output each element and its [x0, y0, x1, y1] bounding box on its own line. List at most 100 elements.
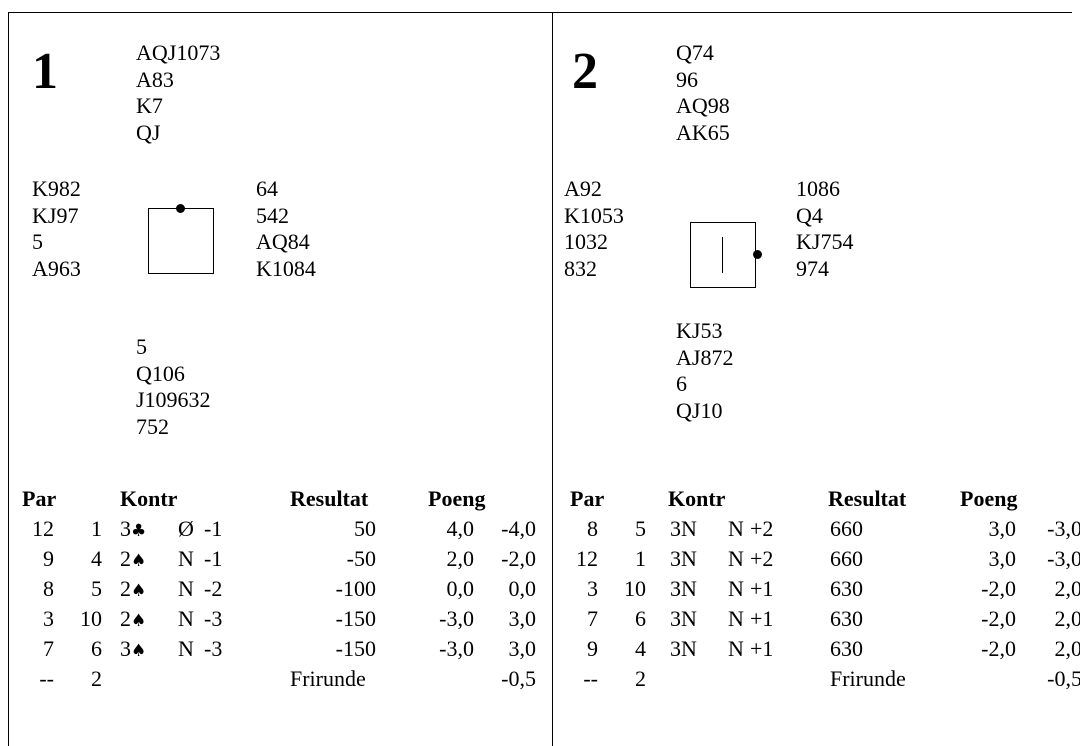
- board-number: 1: [32, 43, 58, 100]
- overtricks: -3: [204, 606, 223, 631]
- contract-level: 3N: [670, 636, 697, 661]
- east-hearts: 542: [256, 202, 289, 228]
- east-hand: 1086 Q4 KJ754 974: [796, 176, 853, 282]
- pair-ns: 3: [43, 606, 54, 631]
- score: 50: [354, 516, 376, 541]
- declarer: N: [178, 546, 194, 571]
- header-kontr: Kontr: [668, 486, 726, 511]
- board-2: 2 Q74 96 AQ98 AK65 A92 K1053 1032 832 10…: [552, 12, 1080, 746]
- south-hand: KJ53 AJ872 6 QJ10: [676, 318, 733, 424]
- points-ns: 0,0: [446, 576, 475, 601]
- table-row: 8 5 3N N +2 660 3,0 -3,0: [552, 514, 1080, 544]
- bye-points: -0,5: [501, 666, 536, 691]
- pair-ew: 1: [91, 516, 102, 541]
- north-hearts: A83: [136, 66, 174, 92]
- south-clubs: QJ10: [676, 397, 723, 423]
- bye-pair-ew: 2: [635, 666, 646, 691]
- east-clubs: 974: [796, 255, 829, 281]
- south-hand: 5 Q106 J109632 752: [136, 334, 211, 440]
- overtricks: -1: [204, 546, 223, 571]
- pair-ns: 8: [587, 516, 598, 541]
- contract-level: 2♠: [120, 544, 146, 576]
- north-hand: AQJ1073 A83 K7 QJ: [136, 40, 220, 146]
- pair-ew: 10: [624, 576, 646, 601]
- declarer: N: [728, 516, 744, 541]
- table-row: 8 5 2♠ N -2 -100 0,0 0,0: [8, 574, 548, 604]
- bye-row: -- 2 Frirunde -0,5: [8, 664, 548, 694]
- header-poeng: Poeng: [428, 486, 486, 511]
- south-spades: KJ53: [676, 318, 723, 343]
- overtricks: -3: [204, 636, 223, 661]
- points-ns: -3,0: [439, 636, 474, 661]
- header-poeng: Poeng: [960, 486, 1018, 511]
- pair-ns: 3: [587, 576, 598, 601]
- contract-level: 3N: [670, 576, 697, 601]
- score: 630: [830, 576, 863, 601]
- overtricks: +1: [750, 606, 774, 631]
- pair-ns: 9: [587, 636, 598, 661]
- east-diamonds: AQ84: [256, 229, 310, 254]
- pair-ns: 12: [32, 516, 54, 541]
- pair-ew: 4: [635, 636, 646, 661]
- contract-level-value: 2: [120, 606, 131, 631]
- south-spades: 5: [136, 334, 147, 359]
- spade-suit-icon: ♠: [131, 611, 147, 631]
- pair-ns: 7: [587, 606, 598, 631]
- score: 630: [830, 606, 863, 631]
- south-hearts: Q106: [136, 360, 185, 386]
- west-diamonds: 5: [32, 229, 43, 254]
- contract-level-value: 2: [120, 576, 131, 601]
- bye-pair-ew: 2: [91, 666, 102, 691]
- overtricks: +1: [750, 636, 774, 661]
- overtricks: +1: [750, 576, 774, 601]
- score: -150: [335, 606, 376, 631]
- header-par: Par: [570, 486, 605, 511]
- points-ns: 2,0: [446, 546, 475, 571]
- spade-suit-icon: ♠: [131, 581, 147, 601]
- declarer: N: [178, 606, 194, 631]
- table-row: 3 10 2♠ N -3 -150 -3,0 3,0: [8, 604, 548, 634]
- declarer: N: [178, 576, 194, 601]
- frame-left-border: [8, 12, 9, 746]
- bye-label: Frirunde: [830, 666, 906, 691]
- results-table: Par Kontr Resultat Poeng 8 5 3N N +2 660…: [552, 484, 1080, 694]
- spade-suit-icon: ♠: [131, 551, 147, 571]
- table-row: 12 1 3N N +2 660 3,0 -3,0: [552, 544, 1080, 574]
- east-hand: 64 542 AQ84 K1084: [256, 176, 316, 282]
- table-row: 7 6 3N N +1 630 -2,0 2,0: [552, 604, 1080, 634]
- points-ew: -4,0: [501, 516, 536, 541]
- points-ns: 3,0: [988, 546, 1017, 571]
- bye-row: -- 2 Frirunde -0,5: [552, 664, 1080, 694]
- bye-pair-ns: --: [583, 666, 598, 691]
- score: 630: [830, 636, 863, 661]
- results-table: Par Kontr Resultat Poeng 12 1 3♣ Ø -1 50…: [8, 484, 548, 694]
- west-spades: K982: [32, 176, 81, 201]
- header-kontr: Kontr: [120, 486, 178, 511]
- points-ew: 3,0: [508, 606, 537, 631]
- table-row: 3 10 3N N +1 630 -2,0 2,0: [552, 574, 1080, 604]
- west-spades: A92: [564, 176, 602, 201]
- west-hearts: K1053: [564, 202, 624, 228]
- west-hand: A92 K1053 1032 832: [564, 176, 624, 282]
- points-ns: 4,0: [446, 516, 475, 541]
- pair-ew: 6: [91, 636, 102, 661]
- header-par: Par: [22, 486, 57, 511]
- bye-points: -0,5: [1047, 666, 1080, 691]
- spade-suit-icon: ♠: [131, 641, 147, 661]
- header-resultat: Resultat: [290, 486, 369, 511]
- bye-label: Frirunde: [290, 666, 366, 691]
- score: 660: [830, 516, 863, 541]
- south-diamonds: J109632: [136, 387, 211, 412]
- south-diamonds: 6: [676, 371, 687, 396]
- points-ew: -3,0: [1047, 516, 1080, 541]
- points-ew: 2,0: [1054, 606, 1080, 631]
- pair-ew: 4: [91, 546, 102, 571]
- results-header: Par Kontr Resultat Poeng: [552, 484, 1080, 514]
- pair-ns: 12: [576, 546, 598, 571]
- contract-level: 3♣: [120, 514, 146, 546]
- board-number: 2: [572, 43, 598, 100]
- contract-level-value: 3: [120, 516, 131, 541]
- overtricks: -2: [204, 576, 223, 601]
- frame-top-border: [8, 12, 1072, 13]
- dealer-north-dot-icon: [176, 204, 185, 213]
